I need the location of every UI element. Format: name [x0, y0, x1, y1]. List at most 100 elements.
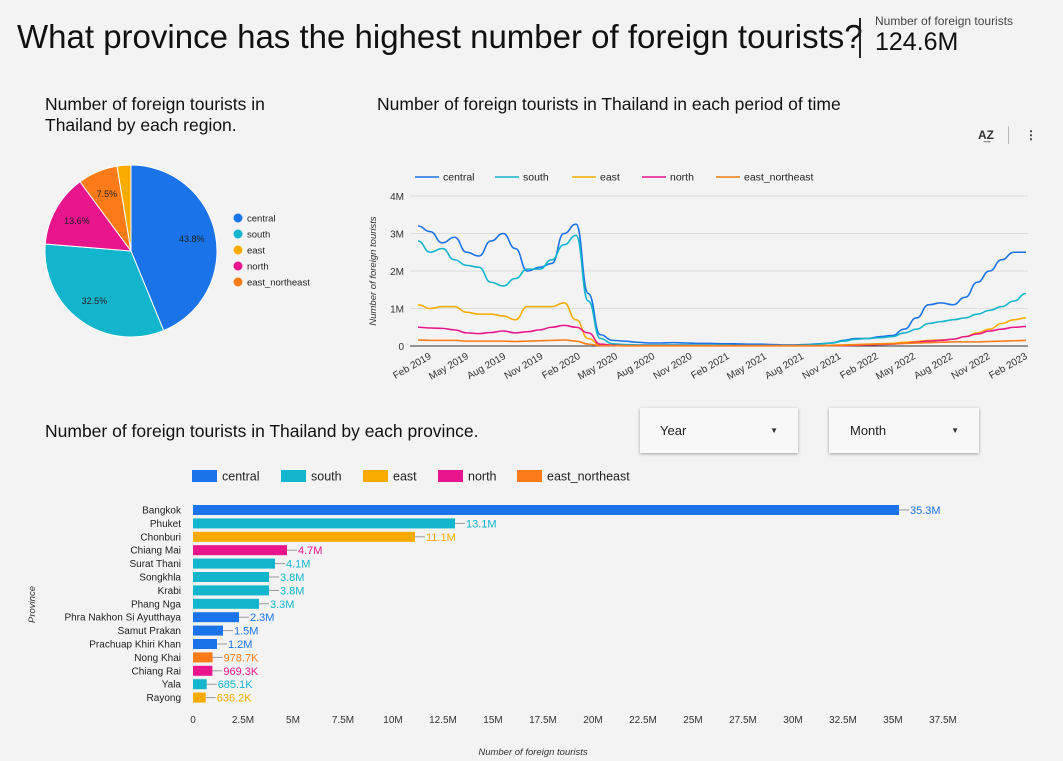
bar-data-label: 2.3M: [250, 612, 274, 624]
x-tick-label: 5M: [286, 715, 300, 726]
series-line-central: [417, 223, 1026, 346]
x-tick-label: 7.5M: [332, 715, 354, 726]
x-tick-label: 10M: [383, 715, 402, 726]
x-tick-label: 32.5M: [829, 715, 857, 726]
chevron-down-icon: ▼: [770, 426, 778, 435]
province-tick-label: Chiang Mai: [130, 546, 181, 557]
x-tick-label: Nov 2020: [652, 351, 695, 382]
toolbar-divider: [1008, 126, 1009, 144]
x-tick-label: Aug 2022: [912, 351, 955, 382]
legend-label-east_northeast: east_northeast: [547, 470, 630, 484]
month-filter-dropdown[interactable]: Month ▼: [829, 408, 979, 453]
x-tick-label: 37.5M: [929, 715, 957, 726]
pie-chart-title: Number of foreign tourists in Thailand b…: [45, 94, 265, 135]
bar-data-label: 3.3M: [270, 599, 294, 611]
bar-data-label: 3.8M: [280, 585, 304, 597]
legend-label-central: central: [247, 214, 276, 225]
bar-data-label: 685.1K: [218, 679, 254, 691]
series-line-south: [417, 234, 1027, 347]
y-axis-title: Province: [27, 586, 38, 623]
bar-krabi: [193, 585, 269, 596]
province-tick-label: Phang Nga: [131, 599, 181, 610]
page-title: What province has the highest number of …: [17, 18, 863, 55]
more-options-icon[interactable]: ⋮: [1025, 128, 1037, 142]
x-tick-label: May 2019: [427, 351, 471, 383]
legend-label-east: east: [247, 246, 265, 257]
province-tick-label: Yala: [162, 680, 182, 691]
series-line-east: [417, 302, 1027, 347]
province-tick-label: Nong Khai: [134, 653, 181, 664]
province-tick-label: Surat Thani: [129, 559, 181, 570]
bar-phang-nga: [193, 598, 259, 609]
province-tick-label: Rayong: [147, 693, 181, 704]
province-tick-label: Samut Prakan: [118, 626, 181, 637]
title-divider: [859, 18, 861, 58]
bar-data-label: 1.2M: [228, 639, 252, 651]
bar-rayong: [193, 692, 206, 703]
legend-label-south: south: [311, 470, 342, 484]
legend-marker-central: [192, 470, 217, 482]
x-tick-label: May 2020: [576, 351, 620, 383]
bar-data-label: 978.7K: [224, 652, 260, 664]
y-tick-label: 0: [398, 342, 404, 353]
pie-chart: 43.8% 32.5% 13.6% 7.5% central south east north…: [44, 164, 310, 338]
x-tick-label: Feb 2022: [838, 351, 880, 382]
y-axis-title: Number of foreign tourists: [368, 216, 379, 326]
kpi-value: 124.6M: [875, 28, 959, 56]
legend-label-north: north: [247, 262, 269, 273]
province-tick-label: Phuket: [150, 519, 181, 530]
province-tick-label: Bangkok: [142, 506, 182, 517]
legend-label-east_northeast: east_northeast: [744, 172, 814, 184]
series-line-east_northeast: [417, 339, 1027, 347]
line-chart: 0 1M 2M 3M 4M Number of foreign tourists Feb 2…: [368, 172, 1030, 383]
bar-bangkok: [193, 505, 899, 515]
bar-data-label: 4.7M: [298, 545, 322, 557]
bar-surat-thani: [193, 558, 275, 569]
pie-slice-label: 32.5%: [82, 296, 108, 306]
legend-label-east_northeast: east_northeast: [247, 278, 310, 289]
legend-label-south: south: [523, 172, 549, 184]
bar-chart: central south east north east_northeast Bangk…: [27, 470, 957, 759]
province-tick-label: Songkhla: [139, 573, 181, 584]
x-tick-label: Nov 2021: [801, 351, 844, 382]
legend-marker-south: [281, 470, 306, 482]
legend-label-central: central: [222, 470, 260, 484]
bar-data-label: 35.3M: [910, 505, 941, 517]
x-tick-label: May 2021: [725, 351, 769, 383]
pie-slice-label: 13.6%: [64, 216, 90, 226]
year-filter-dropdown[interactable]: Year ▼: [640, 408, 798, 453]
bar-data-label: 3.8M: [280, 572, 304, 584]
x-tick-label: 0: [190, 715, 196, 726]
x-axis-title: Number of foreign tourists: [478, 747, 588, 758]
legend-label-east: east: [600, 172, 620, 184]
bar-data-label: 969.3K: [223, 666, 259, 678]
bar-yala: [193, 679, 207, 690]
bar-nong-khai: [193, 652, 213, 663]
pie-slice-label: 43.8%: [179, 234, 205, 244]
bar-data-label: 13.1M: [466, 518, 497, 530]
legend-label-south: south: [247, 230, 270, 241]
province-tick-label: Prachuap Khiri Khan: [89, 640, 181, 651]
bar-data-label: 1.5M: [234, 626, 258, 638]
x-tick-label: 25M: [683, 715, 702, 726]
chart-toolbar: A͢Z ⋮: [976, 126, 1041, 144]
province-tick-label: Chiang Rai: [132, 666, 181, 677]
x-tick-label: 22.5M: [629, 715, 657, 726]
legend-label-north: north: [468, 470, 497, 484]
sort-az-icon[interactable]: A͢Z: [978, 128, 994, 142]
y-tick-label: 3M: [390, 230, 404, 241]
legend-marker-east_northeast: [517, 470, 542, 482]
x-tick-label: Feb 2023: [987, 351, 1029, 382]
legend-marker-south: [233, 229, 243, 239]
x-tick-label: 15M: [483, 715, 502, 726]
pie-slice-east: [116, 164, 132, 252]
bar-data-label: 4.1M: [286, 559, 310, 571]
legend-marker-east_northeast: [233, 277, 243, 287]
bar-chiang-rai: [193, 665, 213, 676]
legend-marker-central: [233, 213, 243, 223]
province-tick-label: Krabi: [158, 586, 181, 597]
x-tick-label: 20M: [583, 715, 602, 726]
bar-prachuap-khiri-khan: [193, 639, 217, 649]
pie-slice-south: [44, 243, 165, 338]
bar-chart-title: Number of foreign tourists in Thailand b…: [45, 421, 479, 441]
